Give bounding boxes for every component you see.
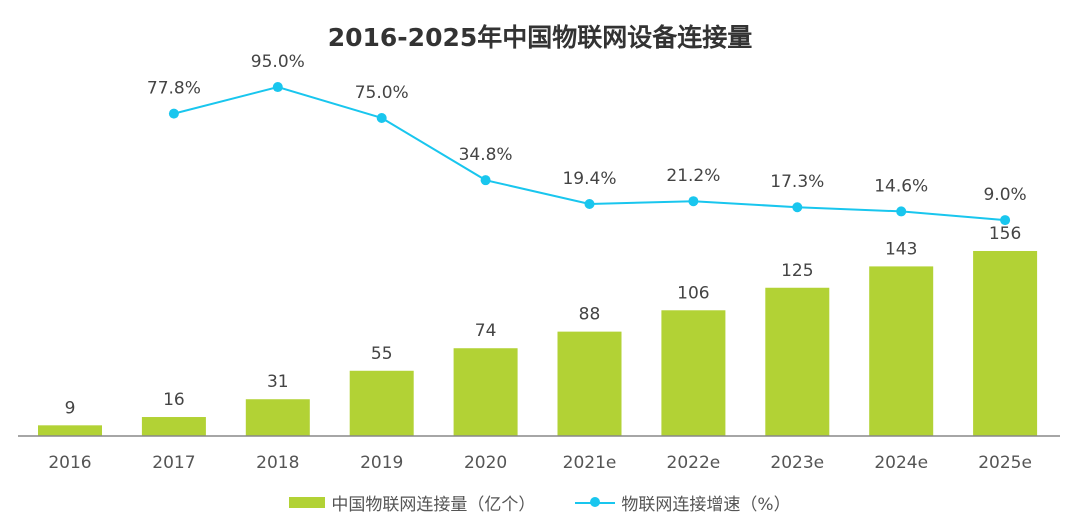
- line-data-label: 9.0%: [983, 185, 1026, 205]
- line-data-label: 19.4%: [562, 169, 616, 189]
- x-tick-label: 2025e: [978, 453, 1032, 473]
- bar-data-label: 125: [781, 261, 813, 281]
- bar-data-label: 156: [989, 224, 1021, 244]
- growth-point: [376, 112, 387, 123]
- bar: [349, 370, 414, 436]
- bar: [245, 399, 310, 436]
- x-tick-label: 2017: [152, 453, 195, 473]
- line-data-label: 34.8%: [459, 145, 513, 165]
- growth-point: [1000, 215, 1011, 226]
- legend-item-bar: 中国物联网连接量（亿个）: [289, 490, 535, 515]
- line-data-label: 21.2%: [666, 166, 720, 186]
- bar-data-label: 9: [65, 398, 76, 418]
- bar-data-label: 74: [475, 321, 497, 341]
- growth-point: [480, 175, 491, 186]
- x-tick-label: 2019: [360, 453, 403, 473]
- growth-point: [688, 196, 699, 207]
- x-tick-label: 2022e: [667, 453, 721, 473]
- bar-data-label: 31: [267, 372, 289, 392]
- bar-data-label: 55: [371, 344, 393, 364]
- bar-data-label: 16: [163, 390, 185, 410]
- growth-point: [168, 108, 179, 119]
- bar: [557, 331, 622, 436]
- growth-point: [272, 82, 283, 93]
- legend-swatch-bar: [289, 497, 326, 508]
- bar: [661, 310, 726, 436]
- legend-label-bar: 中国物联网连接量（亿个）: [331, 495, 536, 515]
- x-tick-label: 2020: [464, 453, 507, 473]
- bar: [869, 266, 934, 436]
- bar-data-label: 106: [677, 283, 709, 303]
- growth-point: [896, 206, 907, 217]
- bar-data-label: 143: [885, 239, 917, 259]
- legend: 中国物联网连接量（亿个） 物联网连接增速（%）: [0, 490, 1080, 515]
- line-data-label: 75.0%: [355, 83, 409, 103]
- chart-title: 2016-2025年中国物联网设备连接量: [327, 23, 753, 52]
- bar: [38, 425, 102, 436]
- line-data-label: 14.6%: [874, 176, 928, 196]
- bar: [453, 348, 518, 436]
- bar: [141, 417, 206, 436]
- line-data-label: 77.8%: [147, 79, 201, 99]
- x-tick-label: 2021e: [563, 453, 617, 473]
- bar: [973, 250, 1038, 436]
- growth-point: [792, 202, 803, 213]
- bar: [765, 287, 830, 436]
- x-tick-label: 2023e: [770, 453, 824, 473]
- x-tick-label: 2024e: [874, 453, 928, 473]
- growth-point: [584, 198, 595, 209]
- x-tick-label: 2018: [256, 453, 299, 473]
- legend-swatch-line: [575, 497, 616, 508]
- bar-data-label: 88: [579, 305, 601, 325]
- legend-item-line: 物联网连接增速（%）: [575, 490, 791, 515]
- line-data-label: 95.0%: [251, 52, 305, 72]
- x-tick-label: 2016: [48, 453, 91, 473]
- legend-label-line: 物联网连接增速（%）: [621, 495, 791, 515]
- line-data-label: 17.3%: [770, 172, 824, 192]
